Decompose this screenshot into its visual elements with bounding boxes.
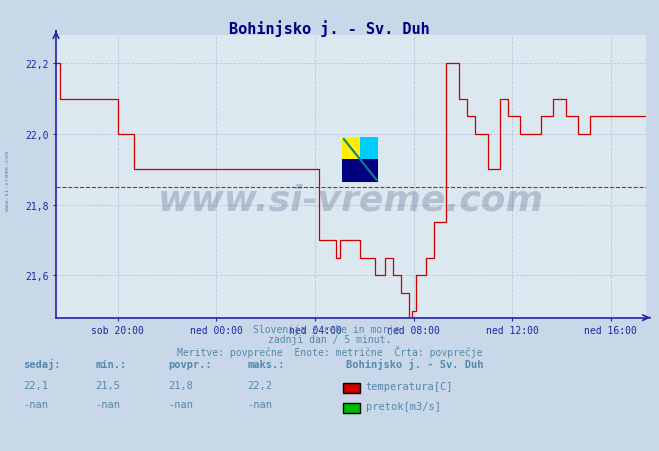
Text: -nan: -nan [247,399,272,409]
Text: www.si-vreme.com: www.si-vreme.com [5,151,11,210]
Text: zadnji dan / 5 minut.: zadnji dan / 5 minut. [268,335,391,345]
Text: www.si-vreme.com: www.si-vreme.com [158,183,544,216]
Text: povpr.:: povpr.: [168,359,212,369]
Text: min.:: min.: [96,359,127,369]
Text: pretok[m3/s]: pretok[m3/s] [366,400,441,410]
Text: 22,2: 22,2 [247,380,272,390]
Text: -nan: -nan [23,399,48,409]
Polygon shape [360,138,378,160]
Text: maks.:: maks.: [247,359,285,369]
Polygon shape [342,160,378,183]
Polygon shape [342,138,360,160]
Text: 21,8: 21,8 [168,380,193,390]
Text: -nan: -nan [168,399,193,409]
Text: 21,5: 21,5 [96,380,121,390]
Text: Slovenija / reke in morje.: Slovenija / reke in morje. [253,324,406,334]
Text: Bohinjsko j. - Sv. Duh: Bohinjsko j. - Sv. Duh [346,359,484,369]
Text: temperatura[C]: temperatura[C] [366,381,453,391]
Text: Bohinjsko j. - Sv. Duh: Bohinjsko j. - Sv. Duh [229,20,430,37]
Text: 22,1: 22,1 [23,380,48,390]
Text: sedaj:: sedaj: [23,359,61,369]
Text: Meritve: povprečne  Enote: metrične  Črta: povprečje: Meritve: povprečne Enote: metrične Črta:… [177,345,482,358]
Text: -nan: -nan [96,399,121,409]
